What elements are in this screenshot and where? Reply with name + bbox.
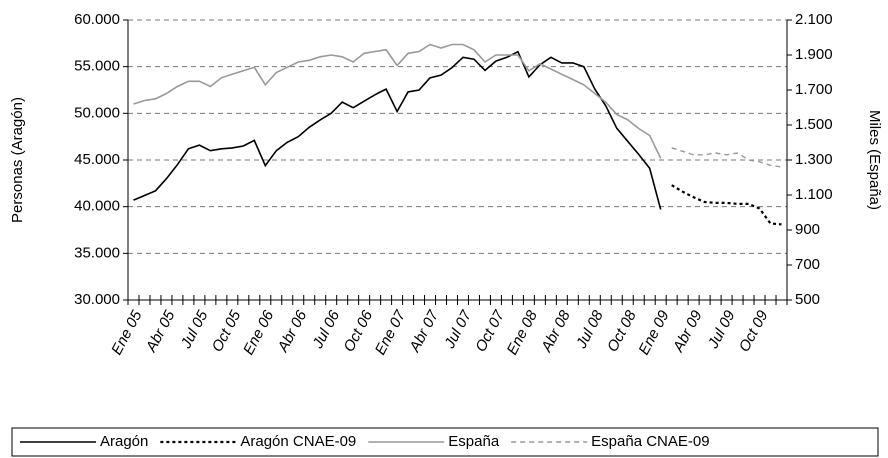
y-tick-label: 40.000 <box>74 198 120 215</box>
y-tick-label: 55.000 <box>74 58 120 75</box>
legend-box <box>11 427 879 457</box>
legend-label: Aragón CNAE-09 <box>240 433 356 450</box>
y2-tick-label: 1.700 <box>795 81 833 98</box>
y-tick-label: 60.000 <box>74 11 120 28</box>
y2-tick-label: 900 <box>795 221 820 238</box>
y2-tick-label: 500 <box>795 291 820 308</box>
y-tick-label: 50.000 <box>74 104 120 121</box>
y2-tick-label: 2.100 <box>795 11 833 28</box>
y-tick-label: 30.000 <box>74 291 120 308</box>
y-tick-label: 35.000 <box>74 244 120 261</box>
series-line <box>133 50 662 210</box>
y2-axis-title: Miles (España) <box>866 110 883 210</box>
y2-tick-label: 1.100 <box>795 186 833 203</box>
y2-tick-label: 1.900 <box>795 46 833 63</box>
series-line <box>671 147 782 168</box>
series-line <box>133 43 662 159</box>
y-axis-title: Personas (Aragón) <box>9 97 26 223</box>
y-tick-label: 45.000 <box>74 151 120 168</box>
y2-tick-label: 1.500 <box>795 116 833 133</box>
series-line <box>671 184 782 226</box>
legend-label: España CNAE-09 <box>591 433 709 450</box>
legend-label: España <box>448 433 500 450</box>
y2-tick-label: 700 <box>795 256 820 273</box>
legend-label: Aragón <box>100 433 148 450</box>
y2-tick-label: 1.300 <box>795 151 833 168</box>
